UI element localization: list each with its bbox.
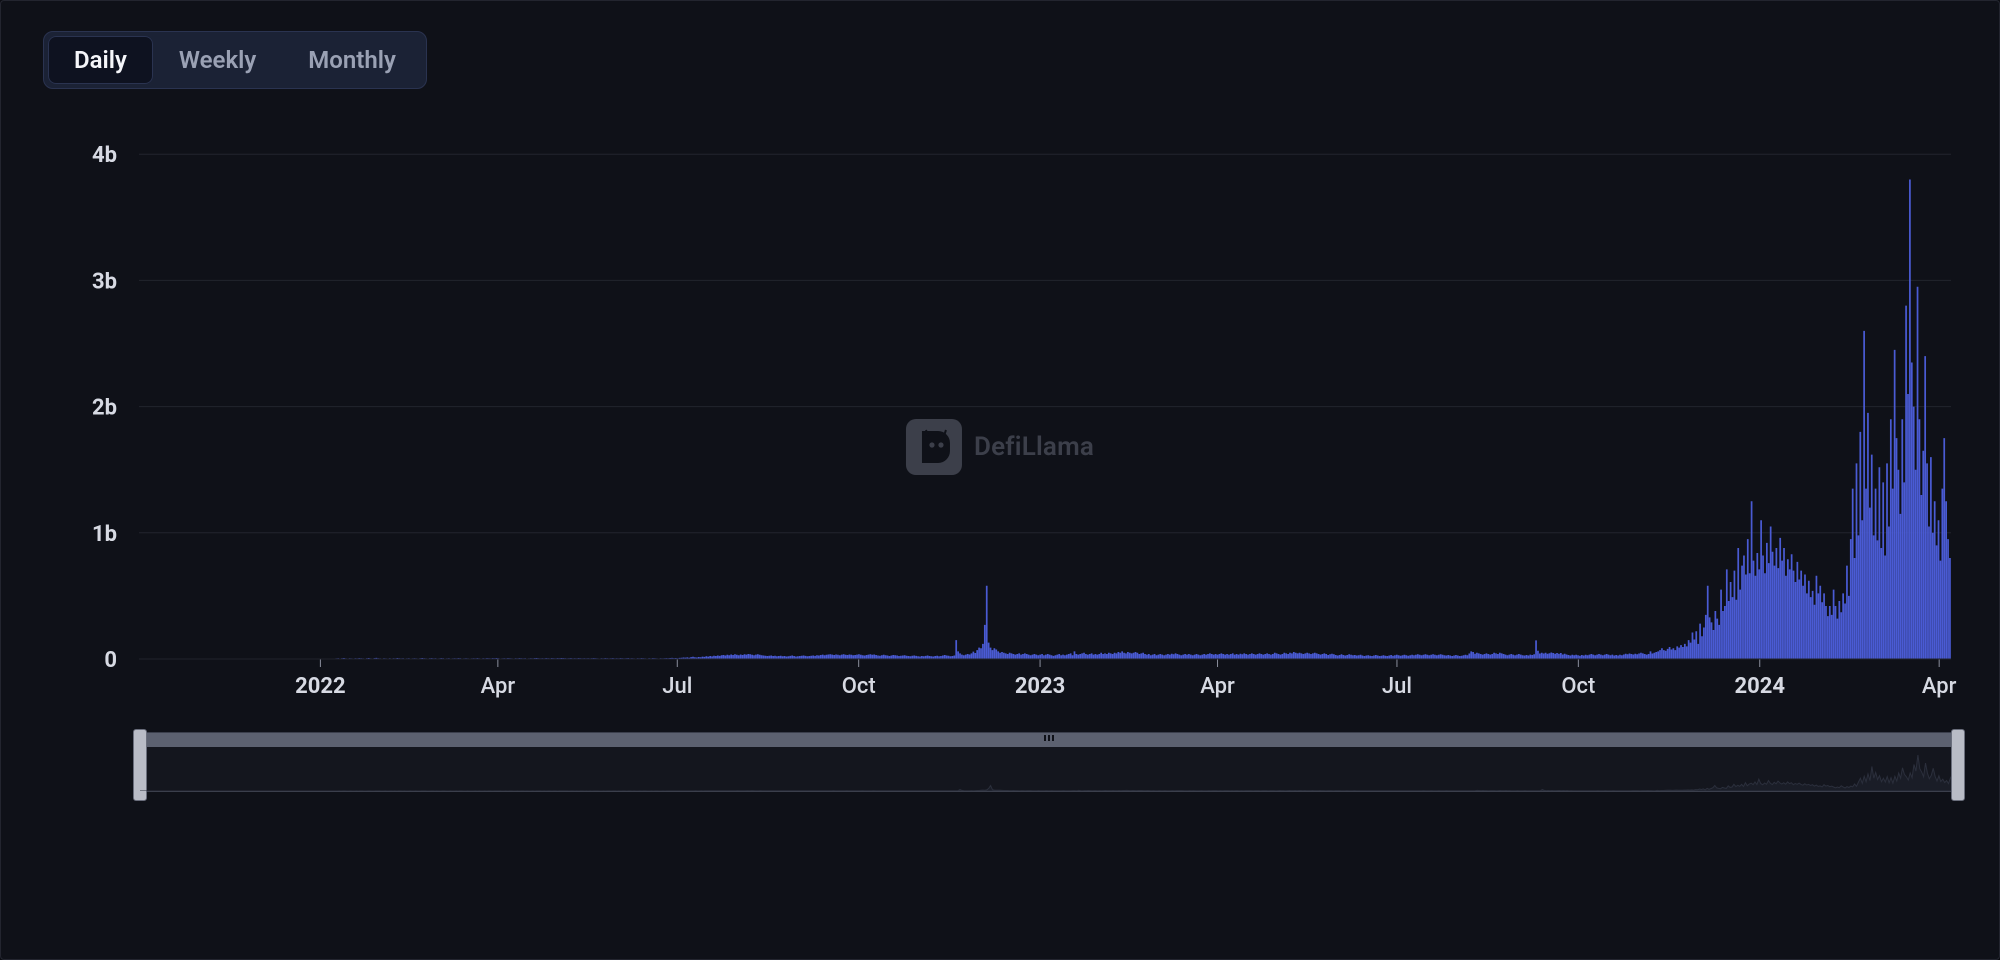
svg-text:Jul: Jul <box>662 674 692 699</box>
svg-text:Apr: Apr <box>481 674 516 699</box>
tab-daily[interactable]: Daily <box>48 36 153 84</box>
tab-monthly[interactable]: Monthly <box>282 36 422 84</box>
tab-weekly[interactable]: Weekly <box>153 36 282 84</box>
svg-text:Oct: Oct <box>842 674 876 699</box>
svg-text:2024: 2024 <box>1734 674 1785 699</box>
svg-text:2022: 2022 <box>295 674 346 699</box>
svg-text:Oct: Oct <box>1561 674 1595 699</box>
time-brush[interactable] <box>139 732 1959 792</box>
svg-text:Apr: Apr <box>1200 674 1235 699</box>
svg-text:0: 0 <box>104 648 117 673</box>
svg-text:2b: 2b <box>92 396 117 421</box>
brush-minimap <box>140 751 1960 791</box>
svg-text:Apr: Apr <box>1922 674 1957 699</box>
brush-handle-right[interactable] <box>1951 729 1965 801</box>
svg-text:Jul: Jul <box>1382 674 1412 699</box>
svg-text:4b: 4b <box>92 143 117 168</box>
bar-chart[interactable]: 0 1b 2b 3b 4b 2022 Apr Jul Oct 2023 Apr Jul Oct 2024 A… <box>31 119 1971 704</box>
interval-tabs: Daily Weekly Monthly <box>43 31 427 89</box>
chart-area: 0 1b 2b 3b 4b 2022 Apr Jul Oct 2023 Apr Jul Oct 2024 A… <box>31 119 1969 704</box>
brush-grip-icon <box>1040 735 1058 743</box>
svg-text:1b: 1b <box>92 522 117 547</box>
chart-panel: Daily Weekly Monthly 0 1b 2b 3b 4b 2022 Apr Jul… <box>0 0 2000 960</box>
svg-text:3b: 3b <box>92 269 117 294</box>
svg-text:2023: 2023 <box>1015 674 1066 699</box>
brush-handle-left[interactable] <box>133 729 147 801</box>
